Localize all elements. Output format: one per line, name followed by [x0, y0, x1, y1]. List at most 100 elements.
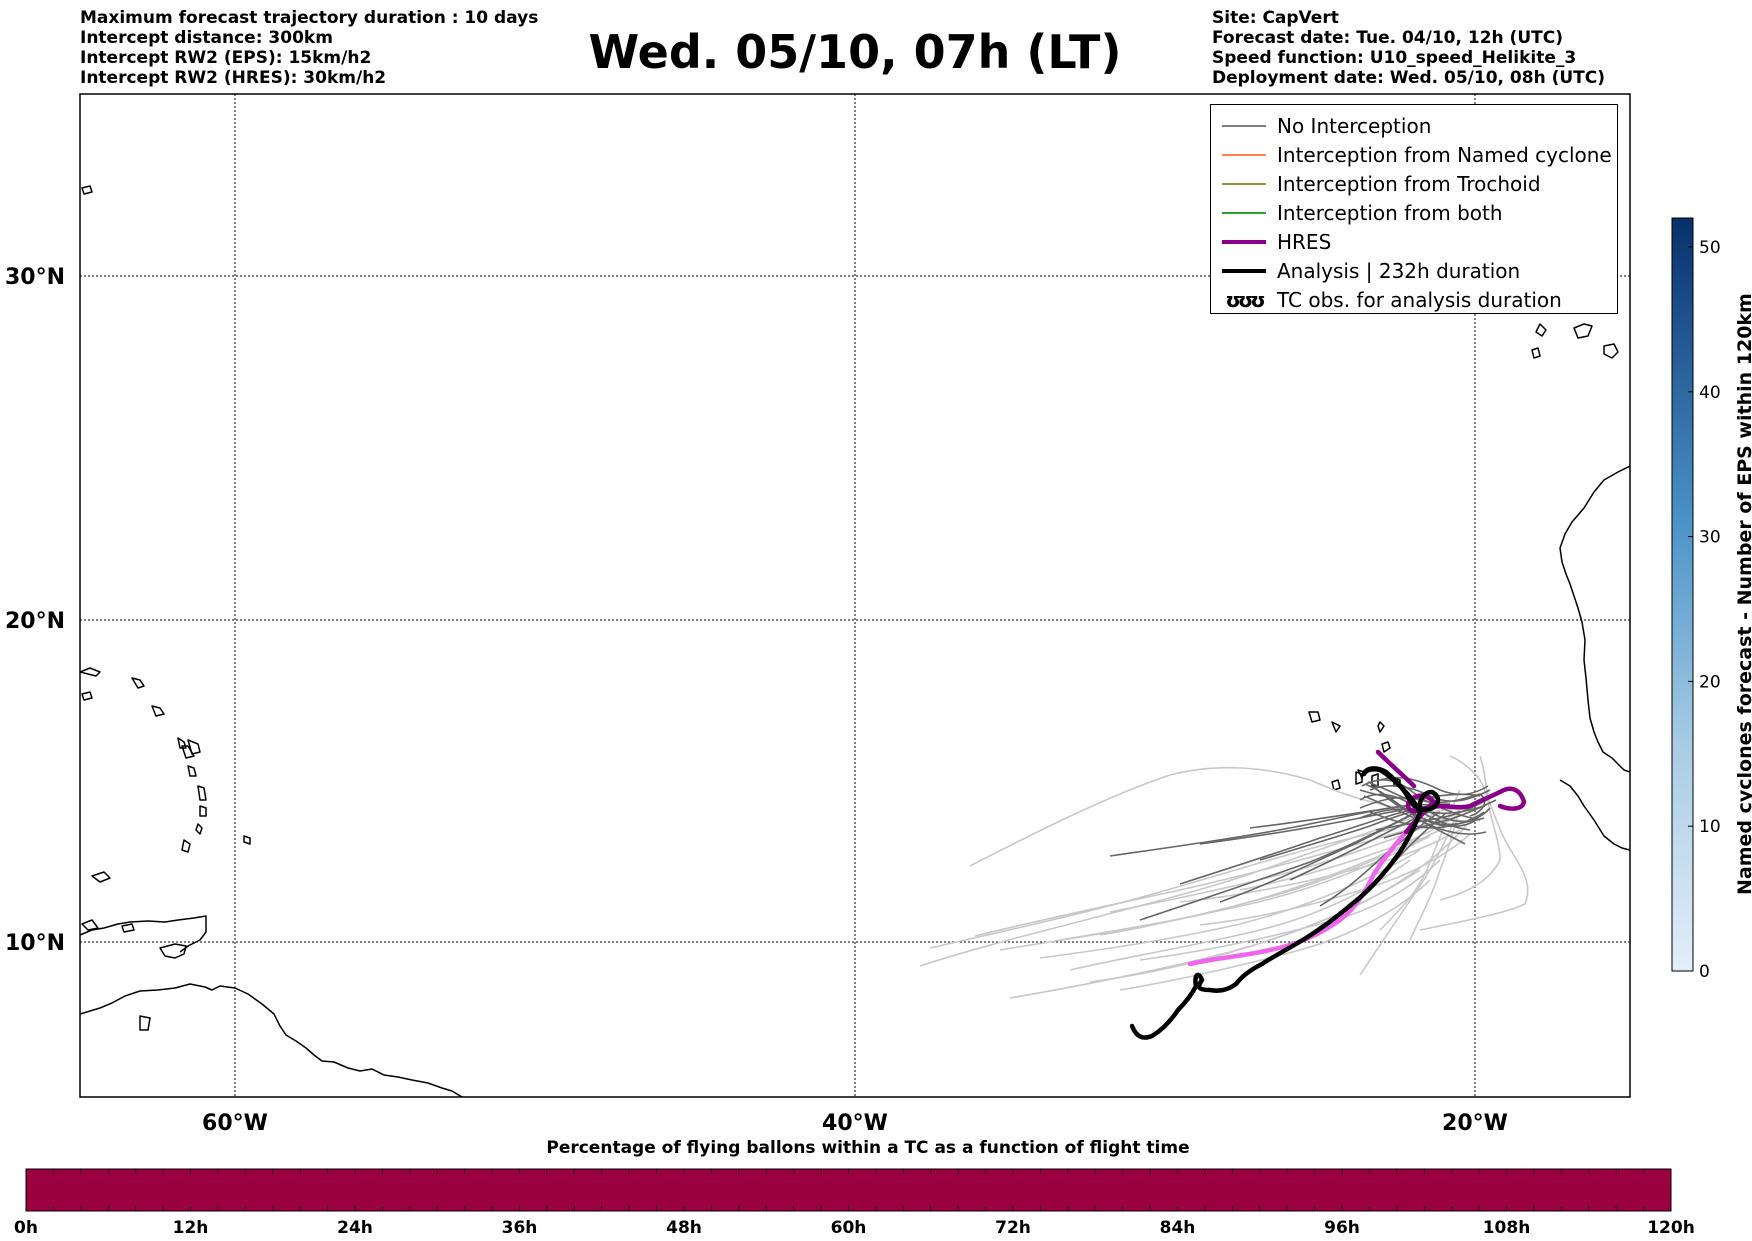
colorbar-right-title: Named cyclones forecast - Number of EPS … [1734, 293, 1752, 895]
eps-member [1139, 859, 1441, 961]
colorbar-bottom-tick-label: 0h [14, 1218, 38, 1238]
site-info-line: Site: CapVert [1212, 8, 1339, 28]
coast-antilles-14 [91, 871, 111, 883]
legend-label: No Interception [1277, 113, 1432, 138]
colorbar-bottom-fill [25, 1168, 1672, 1212]
legend-item-named-cyclone: Interception from Named cyclone [1211, 140, 1612, 169]
analysis-trajectory [1129, 766, 1441, 1040]
coast-antilles-7 [181, 745, 195, 759]
lat-label-20n: 20°N [5, 609, 65, 634]
tc-symbol-icon: ʊʊʊ [1225, 287, 1265, 312]
coast-antilles-5 [177, 737, 187, 749]
coast-antilles-1 [80, 667, 101, 677]
eps-member [1179, 829, 1461, 903]
eps-member [1359, 805, 1461, 976]
colorbar-right-ticks: 0 10 20 30 40 50 [1688, 238, 1721, 982]
coast-antilles-10 [199, 805, 207, 817]
eps-member [1419, 755, 1529, 931]
legend-line-coral [1222, 153, 1266, 156]
colorbar-bottom-title: Percentage of flying ballons within a TC… [546, 1138, 1190, 1158]
eps-member [1379, 791, 1491, 826]
eps-member [1369, 811, 1485, 829]
coast-trinidad [159, 943, 187, 959]
colorbar-right: 0 10 20 30 40 50 [1671, 217, 1721, 982]
colorbar-bottom-tick-label: 24h [337, 1218, 373, 1238]
colorbar-bottom-ticks: 0h 12h 24h 36h 48h 60h 72h 84h 96h 108h 120h [14, 1169, 1695, 1238]
run-info: Maximum forecast trajectory duration : 1… [80, 8, 538, 88]
coast-cv-7 [1355, 771, 1363, 785]
eps-member [1179, 807, 1421, 885]
run-info-line: Intercept RW2 (EPS): 15km/h2 [80, 48, 372, 68]
lon-label-20w: 20°W [1442, 1111, 1508, 1136]
colorbar-bottom-tick-label: 72h [995, 1218, 1031, 1238]
legend-item-no-interception: No Interception [1211, 111, 1431, 140]
site-info: Site: CapVert Forecast date: Tue. 04/10,… [1212, 8, 1605, 88]
legend-label: Interception from Named cyclone [1277, 142, 1612, 167]
coast-south-america [80, 983, 463, 1097]
legend-item-tc-obs: ʊʊʊ TC obs. for analysis duration [1211, 285, 1562, 314]
legend-item-trochoid: Interception from Trochoid [1211, 169, 1541, 198]
coast-antilles-2 [81, 691, 93, 701]
coast-canary-1 [1535, 323, 1547, 337]
colorbar-bottom: 0h 12h 24h 36h 48h 60h 72h 84h 96h 108h 120h [14, 1168, 1695, 1238]
eps-trajectories-dark [1109, 776, 1497, 923]
coast-antilles-3 [131, 677, 145, 689]
coast-canary-4 [1531, 347, 1541, 359]
coast-antilles-16 [121, 923, 135, 933]
colorbar-bottom-tick-label: 96h [1324, 1218, 1360, 1238]
coast-antilles-8 [187, 765, 197, 777]
eps-member [1439, 755, 1501, 901]
hres-trajectory [1187, 749, 1527, 967]
colorbar-right-fill [1671, 217, 1694, 972]
lon-label-60w: 60°W [202, 1111, 268, 1136]
colorbar-right-tick-label: 10 [1699, 817, 1721, 837]
coastlines [80, 185, 1630, 1097]
coast-cv-6 [1331, 779, 1341, 791]
site-info-line: Speed function: U10_speed_Helikite_3 [1212, 48, 1577, 68]
lat-label-10n: 10°N [5, 931, 65, 956]
colorbar-bottom-tick-label: 60h [831, 1218, 867, 1238]
coast-venezuela-north [80, 915, 207, 953]
legend-line-black [1222, 268, 1266, 273]
eps-member [1099, 829, 1441, 936]
coast-canary-2 [1573, 323, 1593, 339]
coast-antilles-9 [197, 785, 207, 801]
colorbar-right-tick-label: 0 [1699, 962, 1710, 982]
eps-member [1119, 879, 1431, 991]
run-info-line: Maximum forecast trajectory duration : 1… [80, 8, 539, 28]
hres-track-early [1187, 829, 1409, 967]
coast-antilles-12 [181, 839, 191, 853]
legend-line-green [1222, 211, 1266, 214]
legend-line-purple [1222, 239, 1266, 244]
eps-member [1039, 849, 1421, 959]
legend-label: Interception from Trochoid [1277, 171, 1541, 196]
colorbar-bottom-tick-label: 108h [1483, 1218, 1531, 1238]
site-info-line: Forecast date: Tue. 04/10, 12h (UTC) [1212, 28, 1563, 48]
coast-cv-4 [1381, 741, 1391, 753]
legend-item-hres: HRES [1211, 227, 1331, 256]
coast-cv-3 [1377, 721, 1385, 733]
legend-label: Interception from both [1277, 200, 1503, 225]
eps-member [1367, 781, 1485, 823]
colorbar-bottom-tick-label: 48h [666, 1218, 702, 1238]
legend-label: HRES [1277, 229, 1332, 254]
colorbar-right-tick-label: 40 [1699, 383, 1721, 403]
legend-label: Analysis | 232h duration [1277, 258, 1521, 283]
main-title: Wed. 05/10, 07h (LT) [588, 25, 1122, 79]
legend: No Interception Interception from Named … [1210, 104, 1618, 314]
coast-antilles-15 [81, 919, 99, 931]
legend-item-both: Interception from both [1211, 198, 1503, 227]
legend-label: TC obs. for analysis duration [1277, 287, 1562, 312]
legend-line-olive [1222, 182, 1266, 185]
colorbar-bottom-tick-label: 12h [173, 1218, 209, 1238]
colorbar-bottom-tick-label: 84h [1160, 1218, 1196, 1238]
lon-label-40w: 40°W [822, 1111, 888, 1136]
eps-member [1059, 835, 1431, 941]
coast-antilles-4 [151, 705, 165, 717]
eps-member [1363, 795, 1487, 835]
colorbar-right-tick-label: 50 [1699, 238, 1721, 258]
coast-antilles-17 [139, 1015, 151, 1031]
eps-member [969, 766, 1421, 867]
coast-canary-3 [1603, 343, 1619, 359]
